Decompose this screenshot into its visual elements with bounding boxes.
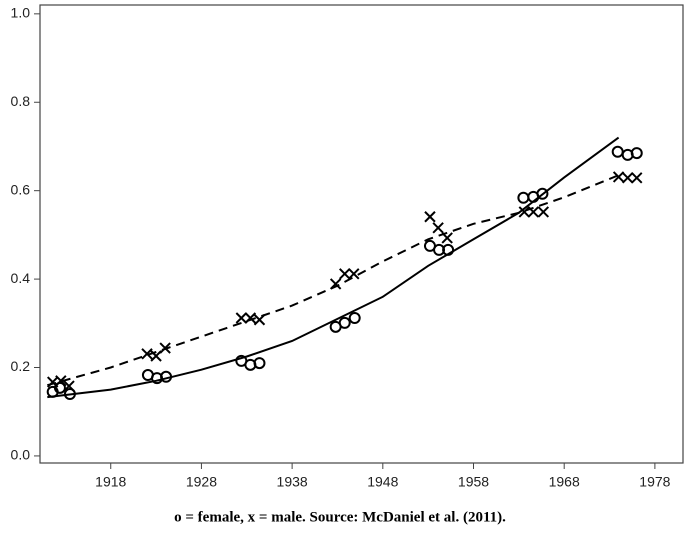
- y-tick-label: 0.4: [11, 270, 31, 286]
- x-tick-label: 1958: [458, 474, 489, 490]
- male-point: [339, 268, 351, 280]
- plot-frame: [39, 4, 684, 464]
- male-point: [55, 375, 67, 387]
- female-point: [611, 145, 624, 158]
- y-tick-label: 0.0: [11, 447, 31, 463]
- x-tick-label: 1938: [277, 474, 308, 490]
- male-point: [612, 171, 625, 183]
- male-point: [432, 222, 444, 234]
- x-tick-label: 1948: [367, 474, 398, 490]
- y-tick-label: 1.0: [11, 5, 31, 21]
- male-point: [63, 380, 75, 392]
- female-point: [348, 311, 361, 324]
- fit-line: [47, 136, 620, 399]
- male-point: [235, 312, 248, 324]
- male-point: [244, 312, 257, 324]
- female-point: [338, 316, 351, 329]
- fit-line: [47, 174, 619, 387]
- male-point: [631, 172, 643, 184]
- x-tick-label: 1968: [549, 474, 580, 490]
- male-point: [621, 172, 634, 184]
- male-point: [141, 348, 153, 360]
- x-tick-label: 1918: [95, 474, 126, 490]
- x-tick-label: 1928: [186, 474, 217, 490]
- male-point: [348, 268, 360, 280]
- female-point: [630, 147, 643, 160]
- male-point: [518, 206, 530, 218]
- female-point: [517, 191, 530, 204]
- x-tick-label: 1978: [639, 474, 670, 490]
- male-point: [424, 211, 436, 223]
- y-tick-label: 0.8: [11, 93, 31, 109]
- female-point: [253, 357, 266, 370]
- female-point: [536, 187, 549, 200]
- y-tick-label: 0.6: [11, 181, 31, 197]
- male-point: [537, 206, 550, 218]
- y-tick-label: 0.2: [11, 358, 31, 374]
- caption: o = female, x = male. Source: McDaniel e…: [174, 509, 506, 525]
